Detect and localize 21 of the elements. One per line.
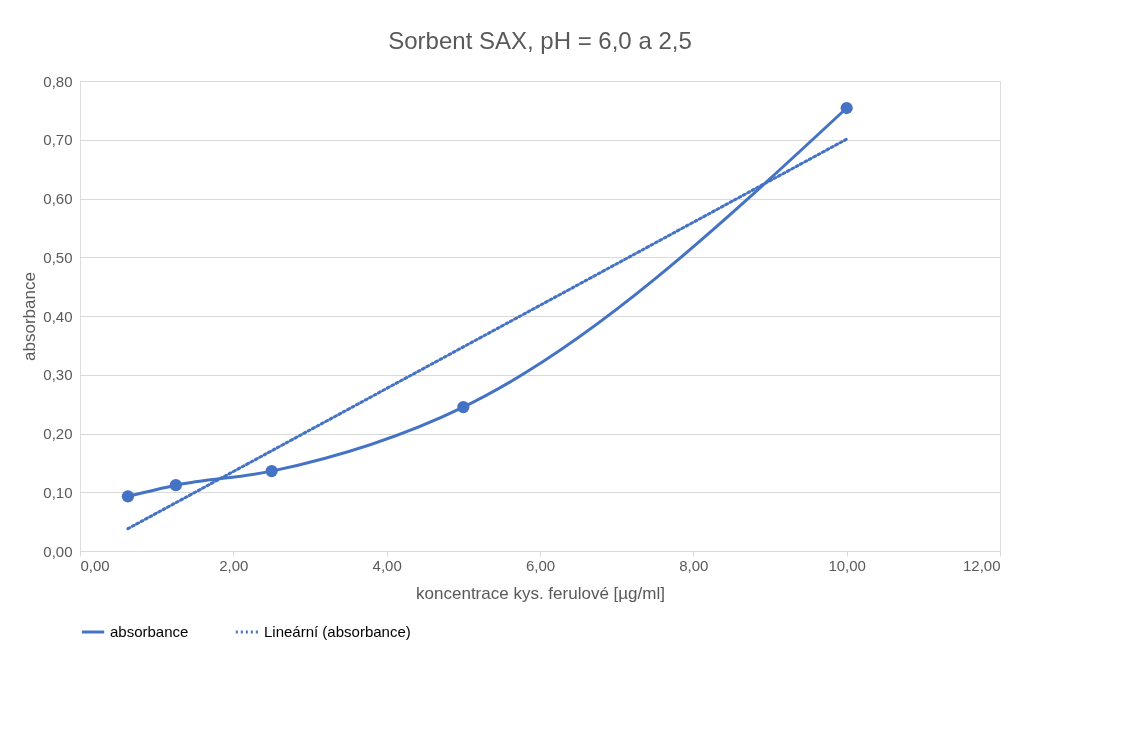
- chart-title: Sorbent SAX, pH = 6,0 a 2,5: [388, 27, 692, 54]
- x-tick-label: 0,00: [80, 556, 110, 574]
- y-axis-title: absorbance: [20, 272, 40, 361]
- legend-label: absorbance: [110, 623, 189, 640]
- x-tick-label: 4,00: [372, 556, 402, 574]
- x-axis-title: koncentrace kys. ferulové [µg/ml]: [416, 583, 665, 603]
- y-tick-label: 0,20: [43, 425, 73, 442]
- legend-label: Lineární (absorbance): [264, 623, 411, 640]
- x-tick-label: 8,00: [679, 556, 709, 574]
- x-tick-label: 6,00: [525, 556, 556, 574]
- y-tick-label: 0,70: [43, 131, 73, 149]
- y-tick-label: 0,60: [43, 190, 73, 207]
- x-tick-label: 10,00: [828, 556, 866, 574]
- y-tick-label: 0,00: [43, 542, 73, 560]
- x-tick-label: 12,00: [962, 556, 1001, 574]
- y-tick-label: 0,10: [43, 483, 73, 501]
- y-tick-label: 0,40: [43, 307, 73, 325]
- y-tick-label: 0,30: [43, 366, 73, 384]
- y-tick-label: 0,50: [43, 248, 73, 266]
- y-tick-label: 0,80: [43, 72, 73, 90]
- x-tick-label: 2,00: [219, 556, 249, 574]
